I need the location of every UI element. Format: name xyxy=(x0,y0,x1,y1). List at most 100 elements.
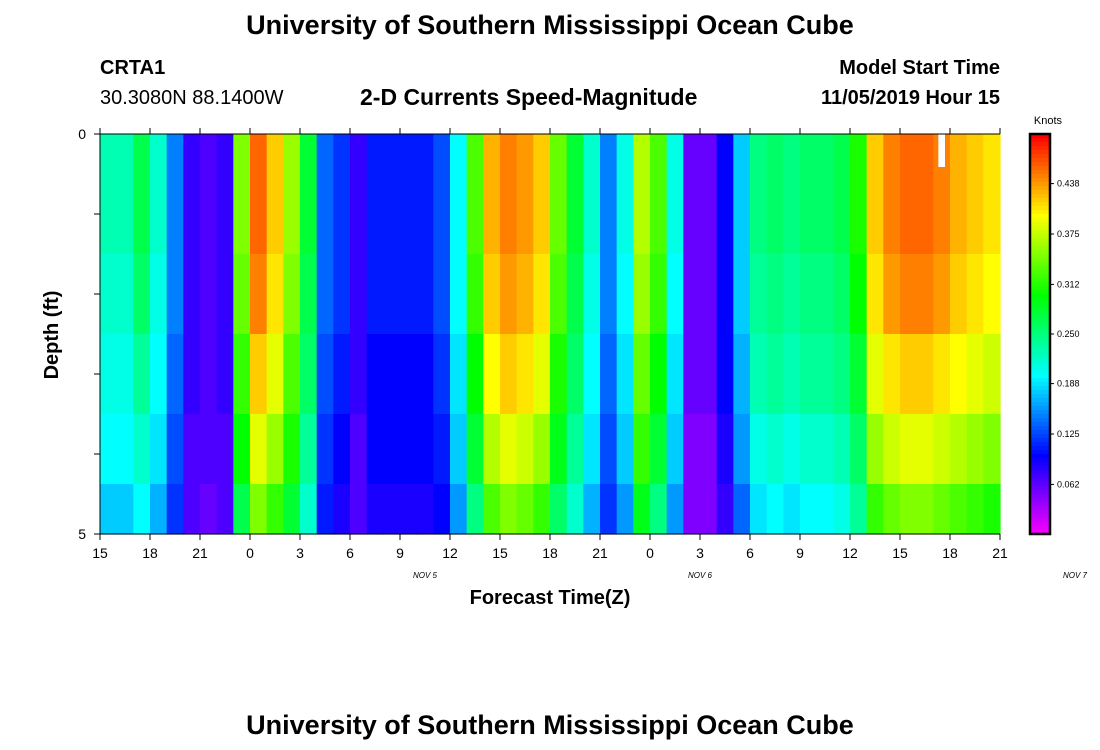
colorbar-segment xyxy=(1030,446,1050,451)
heatmap-cell xyxy=(383,194,401,255)
colorbar-segment xyxy=(1030,342,1050,347)
colorbar-segment xyxy=(1030,430,1050,435)
heatmap-cell xyxy=(650,334,668,415)
heatmap-cell xyxy=(316,134,334,195)
heatmap-cell xyxy=(583,194,601,255)
heatmap-cell xyxy=(733,484,751,535)
heatmap-cell xyxy=(716,134,734,195)
colorbar-segment xyxy=(1030,278,1050,283)
heatmap-cell xyxy=(216,254,234,335)
colorbar-segment xyxy=(1030,410,1050,415)
colorbar-segment xyxy=(1030,322,1050,327)
heatmap-cell xyxy=(566,194,584,255)
heatmap-cell xyxy=(950,194,968,255)
heatmap-cell xyxy=(400,134,418,195)
colorbar-segment xyxy=(1030,246,1050,251)
heatmap-cell xyxy=(283,134,301,195)
colorbar-segment xyxy=(1030,474,1050,479)
heatmap-cell xyxy=(700,194,718,255)
colorbar-segment xyxy=(1030,382,1050,387)
day-label: NOV 6 xyxy=(688,571,713,580)
heatmap-cell xyxy=(683,194,701,255)
heatmap-cell xyxy=(650,134,668,195)
colorbar-tick-label: 0.312 xyxy=(1057,279,1080,289)
heatmap-cell xyxy=(866,484,884,535)
colorbar-segment xyxy=(1030,310,1050,315)
day-label: NOV 7 xyxy=(1063,571,1088,580)
heatmap-cell xyxy=(216,134,234,195)
colorbar-segment xyxy=(1030,530,1050,535)
chart-axes: 15 18 21 0 3 6 9 12 15 18 21 0 3 6 9 12 15 18 21 NOV 5 NOV 6… xyxy=(78,126,1087,580)
heatmap-cell xyxy=(650,484,668,535)
x-tick-label: 18 xyxy=(542,545,558,561)
heatmap-cell xyxy=(866,194,884,255)
heatmap-cell xyxy=(916,194,934,255)
heatmap-cell xyxy=(950,254,968,335)
heatmap-cell xyxy=(850,194,868,255)
heatmap-cell xyxy=(333,414,351,485)
footer-title: University of Southern Mississippi Ocean… xyxy=(246,710,854,740)
heatmap-cell xyxy=(816,414,834,485)
heatmap-cell xyxy=(750,484,768,535)
heatmap-cell xyxy=(200,194,218,255)
heatmap-cell xyxy=(866,334,884,415)
heatmap-cell xyxy=(150,414,168,485)
heatmap-cell xyxy=(916,484,934,535)
heatmap-cell xyxy=(816,484,834,535)
x-tick-label: 9 xyxy=(396,545,404,561)
heatmap-cell xyxy=(966,414,984,485)
heatmap-cell xyxy=(650,194,668,255)
heatmap-cell xyxy=(466,414,484,485)
colorbar-segment xyxy=(1030,146,1050,151)
heatmap-cell xyxy=(683,134,701,195)
heatmap-cell xyxy=(433,414,451,485)
colorbar-segment xyxy=(1030,394,1050,399)
colorbar-segment xyxy=(1030,202,1050,207)
heatmap-cell xyxy=(583,134,601,195)
x-tick-label: 21 xyxy=(592,545,608,561)
heatmap-cell xyxy=(833,414,851,485)
colorbar-segment xyxy=(1030,406,1050,411)
heatmap-cell xyxy=(633,484,651,535)
colorbar-segment xyxy=(1030,334,1050,339)
colorbar-tick-label: 0.250 xyxy=(1057,329,1080,339)
x-tick-label: 0 xyxy=(246,545,254,561)
heatmap-cell xyxy=(666,334,684,415)
heatmap-cell xyxy=(366,334,384,415)
heatmap-cell xyxy=(316,254,334,335)
heatmap-cell xyxy=(750,254,768,335)
heatmap-cell xyxy=(433,334,451,415)
heatmap-cell xyxy=(283,334,301,415)
heatmap-cell xyxy=(666,484,684,535)
heatmap-cell xyxy=(733,194,751,255)
heatmap-cell xyxy=(783,414,801,485)
y-tick-label: 0 xyxy=(78,126,86,142)
heatmap-cell xyxy=(700,134,718,195)
heatmap-cell xyxy=(933,194,951,255)
heatmap-cell xyxy=(550,484,568,535)
heatmap-cell xyxy=(450,334,468,415)
heatmap-cell xyxy=(166,414,184,485)
heatmap-cell xyxy=(366,484,384,535)
heatmap-cell xyxy=(416,484,434,535)
heatmap-cell xyxy=(750,134,768,195)
model-start-label: Model Start Time xyxy=(839,57,1000,79)
heatmap-cell xyxy=(400,484,418,535)
heatmap-cell xyxy=(966,484,984,535)
colorbar-segment xyxy=(1030,370,1050,375)
heatmap-cell xyxy=(100,414,118,485)
heatmap-cell xyxy=(816,334,834,415)
heatmap-cell xyxy=(700,334,718,415)
heatmap-cell xyxy=(816,134,834,195)
colorbar-segment xyxy=(1030,390,1050,395)
heatmap-cell xyxy=(583,334,601,415)
heatmap-cell xyxy=(850,414,868,485)
heatmap-cell xyxy=(900,254,918,335)
heatmap-cell xyxy=(566,414,584,485)
heatmap-cell xyxy=(400,334,418,415)
heatmap-cell xyxy=(100,134,118,195)
heatmap-cell xyxy=(866,254,884,335)
x-tick-label: 21 xyxy=(192,545,208,561)
colorbar-segment xyxy=(1030,526,1050,531)
heatmap-cells xyxy=(100,134,1001,535)
